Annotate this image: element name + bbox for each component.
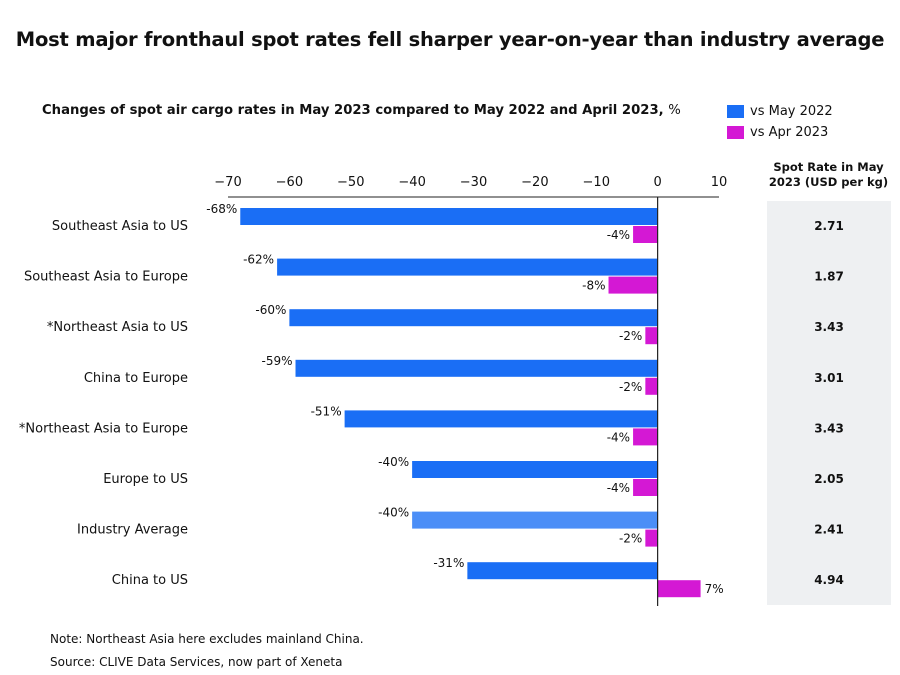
spot-rate-value: 3.43: [814, 421, 844, 435]
spot-rate-panel-title-line2: 2023 (USD per kg): [768, 175, 889, 189]
bar-vs-apr-2023: [645, 529, 658, 547]
x-tick-label: −50: [337, 175, 364, 190]
data-label-vs-may-2022: -51%: [311, 404, 342, 418]
category-label: Industry Average: [77, 523, 188, 538]
chart-title: Most major fronthaul spot rates fell sha…: [15, 28, 885, 51]
data-label-vs-may-2022: -31%: [433, 556, 464, 570]
category-label: *Northeast Asia to US: [47, 320, 188, 335]
category-label: Southeast Asia to Europe: [24, 270, 188, 285]
x-tick-label: −60: [276, 175, 303, 190]
bar-vs-apr-2023: [633, 479, 658, 496]
bar-vs-may-2022: [467, 562, 658, 580]
data-label-vs-may-2022: -40%: [378, 455, 409, 469]
data-label-vs-apr-2023: -4%: [607, 481, 630, 495]
data-label-vs-apr-2023: -4%: [607, 430, 630, 444]
legend-item-vs-may-2022: vs May 2022: [727, 104, 833, 119]
legend-swatch-vs-apr-2023: [727, 126, 744, 139]
x-tick-label: −30: [460, 175, 487, 190]
x-tick-label: −10: [583, 175, 610, 190]
footnote: Note: Northeast Asia here excludes mainl…: [50, 632, 364, 646]
x-tick-label: 10: [711, 175, 728, 190]
data-label-vs-apr-2023: -2%: [619, 380, 642, 394]
x-tick-label: −70: [214, 175, 241, 190]
bar-vs-apr-2023: [608, 276, 658, 294]
data-label-vs-may-2022: -60%: [255, 303, 286, 317]
spot-rate-panel-title: Spot Rate in May 2023 (USD per kg): [766, 160, 891, 190]
data-label-vs-may-2022: -68%: [206, 202, 237, 216]
bar-vs-may-2022: [344, 410, 658, 428]
legend-swatch-vs-may-2022: [727, 105, 744, 118]
category-label: Southeast Asia to US: [52, 219, 188, 234]
bar-vs-apr-2023: [633, 226, 658, 243]
data-label-vs-apr-2023: -2%: [619, 329, 642, 343]
source-note: Source: CLIVE Data Services, now part of…: [50, 655, 343, 669]
bar-vs-may-2022: [412, 511, 658, 529]
spot-rate-panel: [767, 201, 891, 605]
bar-vs-may-2022: [240, 208, 658, 225]
bar-vs-apr-2023: [657, 580, 701, 598]
data-label-vs-may-2022: -59%: [261, 354, 292, 368]
spot-rate-value: 3.01: [814, 371, 844, 385]
spot-rate-value: 3.43: [814, 320, 844, 334]
bar-vs-may-2022: [289, 309, 658, 327]
spot-rate-value: 2.71: [814, 219, 844, 233]
subtitle-text: Changes of spot air cargo rates in May 2…: [42, 103, 664, 118]
bar-vs-apr-2023: [645, 327, 658, 345]
data-label-vs-apr-2023: 7%: [705, 582, 724, 596]
data-label-vs-apr-2023: -2%: [619, 532, 642, 546]
data-label-vs-apr-2023: -4%: [607, 228, 630, 242]
data-label-vs-apr-2023: -8%: [582, 279, 605, 293]
bar-vs-may-2022: [412, 461, 658, 478]
bar-vs-apr-2023: [633, 428, 658, 446]
category-label: China to Europe: [84, 371, 188, 386]
spot-rate-value: 1.87: [814, 270, 844, 284]
x-tick-label: −40: [398, 175, 425, 190]
category-label: China to US: [112, 573, 188, 588]
category-label: *Northeast Asia to Europe: [19, 421, 188, 436]
legend-item-vs-apr-2023: vs Apr 2023: [727, 125, 828, 140]
bar-vs-may-2022: [277, 258, 658, 276]
legend-label-vs-may-2022: vs May 2022: [750, 104, 833, 119]
chart-subtitle: Changes of spot air cargo rates in May 2…: [42, 103, 681, 118]
data-label-vs-may-2022: -40%: [378, 506, 409, 520]
x-tick-label: 0: [653, 175, 661, 190]
bar-vs-may-2022: [295, 359, 658, 377]
spot-rate-value: 4.94: [814, 573, 844, 587]
data-label-vs-may-2022: -62%: [243, 253, 274, 267]
spot-rate-value: 2.41: [814, 523, 844, 537]
category-label: Europe to US: [103, 472, 188, 487]
spot-rate-panel-title-line1: Spot Rate in May: [773, 160, 884, 174]
subtitle-unit: %: [668, 103, 681, 118]
spot-rate-value: 2.05: [814, 472, 844, 486]
x-tick-label: −20: [521, 175, 548, 190]
bar-vs-apr-2023: [645, 377, 658, 395]
legend-label-vs-apr-2023: vs Apr 2023: [750, 125, 829, 140]
